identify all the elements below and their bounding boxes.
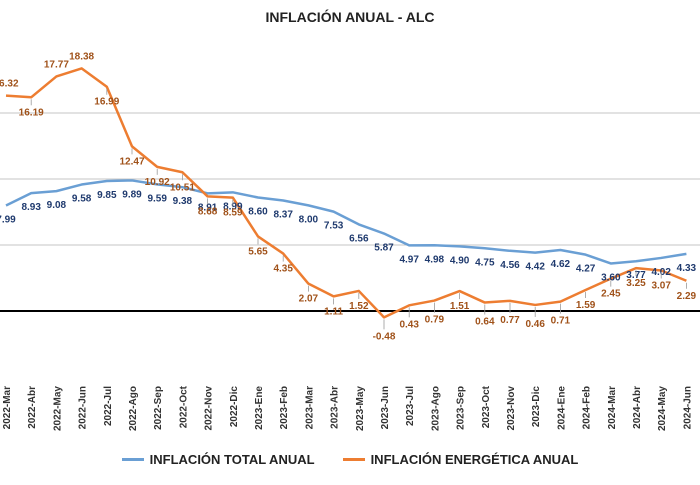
x-tick-label: 2022-Abr [27, 386, 38, 429]
data-label-total: 4.27 [576, 264, 596, 275]
data-label-total: 4.42 [525, 262, 545, 273]
data-label-energy: 1.11 [324, 306, 343, 317]
data-label-total: 8.99 [223, 201, 243, 212]
data-label-energy: 0.64 [475, 317, 495, 328]
data-label-energy: 1.52 [349, 301, 369, 312]
x-tick-label: 2023-May [355, 386, 366, 431]
legend-swatch-total [121, 458, 144, 461]
legend-label-total: INFLACIÓN TOTAL ANUAL [149, 452, 315, 467]
x-tick-label: 2023-Jul [405, 386, 416, 426]
data-label-energy: 0.79 [425, 315, 445, 326]
data-label-total: 9.85 [97, 190, 117, 201]
data-label-energy: -0.48 [373, 331, 396, 342]
series-line-total [5, 179, 687, 265]
x-tick-label: 2023-Abr [330, 386, 341, 429]
legend-swatch-energy [342, 458, 365, 461]
x-tick-label: 2022-Jul [103, 386, 114, 426]
data-label-total: 4.33 [677, 263, 697, 274]
data-label-energy: 0.77 [500, 315, 520, 326]
x-tick-label: 2023-Dic [531, 386, 542, 428]
data-label-total: 8.91 [198, 202, 218, 213]
x-tick-label: 2022-Mar [2, 386, 13, 429]
data-label-energy: 5.65 [248, 246, 268, 257]
legend-item-energy: INFLACIÓN ENERGÉTICA ANUAL [342, 452, 579, 467]
data-label-total: 3.60 [601, 272, 621, 283]
x-tick-label: 2024-Abr [632, 386, 643, 429]
data-label-energy: 0.46 [525, 319, 545, 330]
x-tick-label: 2023-Sep [456, 386, 467, 430]
data-label-total: 9.58 [72, 194, 92, 205]
data-label-energy: 3.25 [626, 278, 646, 289]
data-label-total: 9.38 [173, 196, 193, 207]
x-tick-label: 2023-Ago [430, 386, 441, 431]
x-tick-label: 2024-Feb [582, 386, 593, 429]
data-label-energy: 1.59 [576, 300, 596, 311]
data-label-energy: 0.71 [551, 316, 571, 327]
data-label-energy: 10.51 [170, 182, 195, 193]
x-tick-label: 2022-Dic [229, 386, 240, 428]
chart-title: INFLACIÓN ANUAL - ALC [265, 9, 435, 25]
data-label-energy: 1.51 [450, 301, 470, 312]
data-label-total: 6.56 [349, 233, 369, 244]
data-label-total: 9.89 [122, 189, 142, 200]
x-tick-label: 2024-May [657, 386, 668, 431]
data-label-energy: 4.35 [273, 264, 293, 275]
data-label-total: 5.87 [374, 243, 394, 254]
data-label-total: 9.59 [147, 193, 167, 204]
data-label-energy: 8.59 [223, 208, 243, 219]
data-label-energy: 18.38 [69, 51, 94, 62]
x-tick-label: 2023-Ene [254, 386, 265, 430]
data-label-total: 8.93 [21, 202, 41, 213]
data-label-energy: 16.99 [94, 97, 119, 108]
data-label-total: 8.00 [299, 214, 319, 225]
data-label-total: 8.60 [248, 206, 268, 217]
legend-label-energy: INFLACIÓN ENERGÉTICA ANUAL [370, 452, 579, 467]
data-label-energy: 3.07 [651, 280, 671, 291]
x-tick-label: 2024-Ene [556, 386, 567, 430]
x-tick-label: 2023-Nov [506, 386, 517, 431]
legend: INFLACIÓN TOTAL ANUAL INFLACIÓN ENERGÉTI… [0, 452, 700, 467]
x-tick-label: 2022-Sep [153, 386, 164, 430]
x-tick-label: 2022-Oct [178, 385, 189, 428]
data-label-energy: 2.07 [299, 294, 319, 305]
data-label-energy: 12.47 [119, 156, 144, 167]
data-label-total: 4.90 [450, 255, 470, 266]
data-label-total: 4.62 [551, 259, 571, 270]
data-label-energy: 10.92 [145, 177, 170, 188]
data-label-energy: 0.43 [399, 319, 419, 330]
x-tick-label: 2022-Ago [128, 386, 139, 431]
x-tick-label: 2022-Jun [78, 386, 89, 429]
data-label-total: 4.02 [651, 267, 671, 278]
data-label-energy: 17.77 [44, 59, 69, 70]
data-label-total: 4.98 [425, 254, 445, 265]
x-tick-label: 2023-Mar [304, 386, 315, 429]
data-label-total: 4.75 [475, 257, 495, 268]
data-label-total: 8.37 [273, 210, 293, 221]
data-label-energy: 16.32 [0, 79, 19, 90]
legend-item-total: INFLACIÓN TOTAL ANUAL [121, 452, 315, 467]
data-label-energy: 2.29 [677, 291, 697, 302]
data-label-energy: 8.68 [198, 206, 218, 217]
data-label-energy: 2.45 [601, 289, 621, 300]
x-tick-label: 2022-Nov [204, 386, 215, 431]
x-tick-label: 2023-Feb [279, 386, 290, 429]
x-tick-label: 2024-Jun [682, 386, 693, 429]
data-label-total: 7.53 [324, 221, 344, 232]
x-tick-label: 2022-May [52, 386, 63, 431]
x-tick-label: 2024-Mar [607, 386, 618, 429]
data-label-total: 4.97 [399, 254, 419, 265]
x-tick-label: 2023-Oct [481, 385, 492, 428]
data-label-total: 4.56 [500, 260, 520, 271]
data-label-energy: 16.19 [19, 107, 44, 118]
x-tick-label: 2023-Jun [380, 386, 391, 429]
data-label-total: 7.99 [0, 215, 16, 226]
series-line-energy [5, 67, 687, 319]
data-label-total: 9.08 [47, 200, 67, 211]
